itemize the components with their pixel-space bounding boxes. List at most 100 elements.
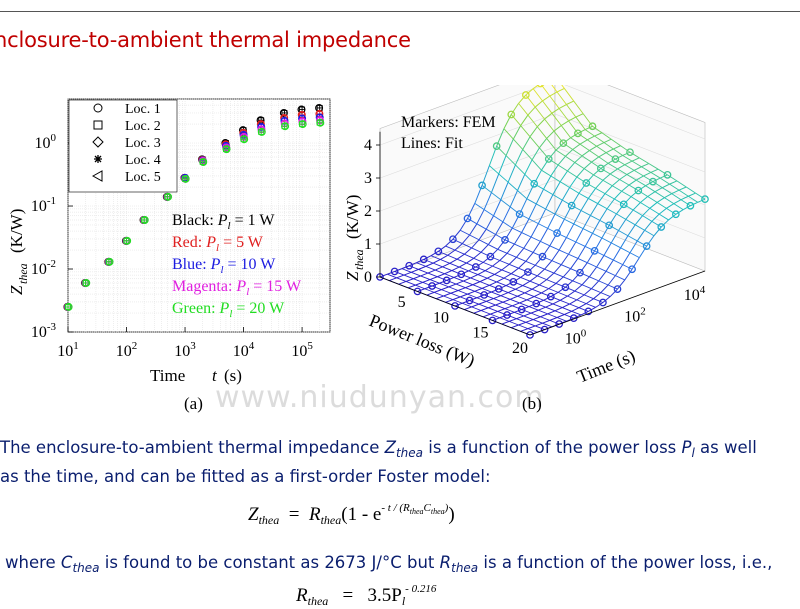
surface-line — [497, 310, 508, 316]
chart-a-ylabel: Z thea (K/W) — [7, 209, 30, 295]
surface-line — [539, 279, 547, 286]
surface-line — [649, 202, 658, 209]
surface-line — [522, 285, 533, 290]
surface-line — [518, 103, 529, 116]
fem-marker — [538, 252, 547, 261]
slide-title: nclosure-to-ambient thermal impedance — [0, 28, 411, 52]
surface-line — [609, 168, 618, 175]
surface-line — [396, 274, 405, 279]
surface-line — [409, 265, 419, 270]
surface-line — [526, 296, 535, 301]
surface-line — [469, 300, 480, 305]
surface-line — [666, 207, 677, 215]
surface-line — [581, 155, 592, 163]
surface-line — [500, 292, 509, 297]
surface-line — [498, 285, 507, 290]
surface-line — [478, 300, 487, 305]
surface-line — [628, 184, 639, 191]
surface-line — [598, 270, 607, 282]
equation-1: Zthea = Rthea(1 - e- t / (RtheaCthea)) — [248, 502, 455, 527]
surface-line — [500, 182, 509, 200]
surface-line — [525, 94, 536, 108]
surface-line — [520, 114, 529, 126]
surface-line — [527, 328, 538, 333]
fem-marker — [405, 261, 414, 270]
surface-line — [525, 319, 534, 323]
surface-line — [424, 285, 433, 290]
surface-line — [524, 292, 535, 298]
surface-line — [520, 125, 531, 138]
surface-line — [633, 169, 644, 177]
surface-line — [561, 187, 571, 201]
surface-line — [439, 282, 449, 288]
surface-line — [599, 219, 610, 226]
surface-line — [555, 276, 564, 284]
surface-line — [575, 116, 586, 130]
surface-line — [594, 132, 603, 137]
surface-line — [626, 169, 635, 175]
surface-line — [604, 193, 615, 200]
surface-line — [481, 185, 492, 193]
surface-line — [473, 257, 484, 263]
surface-line — [465, 287, 475, 292]
surface-line — [450, 290, 459, 294]
surface-line — [606, 198, 615, 210]
surface-line — [654, 187, 663, 193]
surface-line — [596, 145, 607, 154]
surface-line — [505, 138, 514, 156]
surface-line — [464, 306, 472, 311]
surface-line — [561, 264, 571, 270]
surface-line — [497, 239, 506, 250]
surface-line — [579, 272, 590, 278]
surface-line — [486, 228, 496, 235]
surface-line — [516, 318, 526, 323]
surface-line — [471, 247, 482, 253]
fem-marker — [488, 316, 497, 325]
surface-line — [669, 180, 678, 185]
surface-line — [564, 314, 574, 319]
surface-line — [602, 296, 611, 303]
surface-line — [578, 192, 589, 199]
top-rule — [0, 11, 800, 12]
fem-marker — [642, 242, 651, 250]
surface-line — [564, 218, 574, 225]
surface-line — [577, 258, 588, 264]
surface-line — [525, 260, 536, 266]
surface-line — [647, 196, 658, 203]
surface-line — [471, 303, 480, 308]
fem-marker — [626, 148, 634, 157]
surface-line — [573, 100, 584, 114]
surface-line — [526, 198, 537, 205]
surface-line — [519, 213, 530, 220]
fem-marker — [555, 320, 564, 328]
surface-line — [536, 303, 546, 308]
color-legend-entry: Green: Pl = 20 W — [172, 300, 285, 320]
surface-line — [541, 292, 551, 298]
surface-line — [639, 157, 649, 164]
y-tick-label: 10-1 — [31, 195, 56, 215]
surface-line — [425, 265, 436, 271]
surface-line — [518, 94, 527, 104]
surface-line — [611, 242, 621, 249]
power-axis-line — [379, 276, 531, 336]
surface-line — [570, 268, 581, 274]
surface-line — [418, 268, 429, 274]
surface-line — [524, 159, 533, 175]
surface-line — [430, 250, 439, 257]
surface-line — [525, 321, 536, 327]
surface-line — [543, 188, 554, 196]
surface-line — [514, 149, 524, 166]
surface-line — [564, 310, 572, 315]
surface-line — [509, 206, 520, 215]
marker-legend: Loc. 1 Loc. 2 Loc. 3 Loc. 4 Loc. 5 — [68, 99, 178, 193]
paragraph-1-line-1: The enclosure-to-ambient thermal impedan… — [0, 438, 757, 460]
surface-line — [452, 229, 461, 240]
surface-line — [543, 296, 552, 301]
surface-line — [501, 320, 510, 325]
surface-line — [657, 168, 668, 176]
surface-line — [541, 169, 552, 177]
surface-line — [656, 202, 667, 209]
fem-marker — [413, 287, 422, 296]
surface-line — [647, 191, 656, 197]
